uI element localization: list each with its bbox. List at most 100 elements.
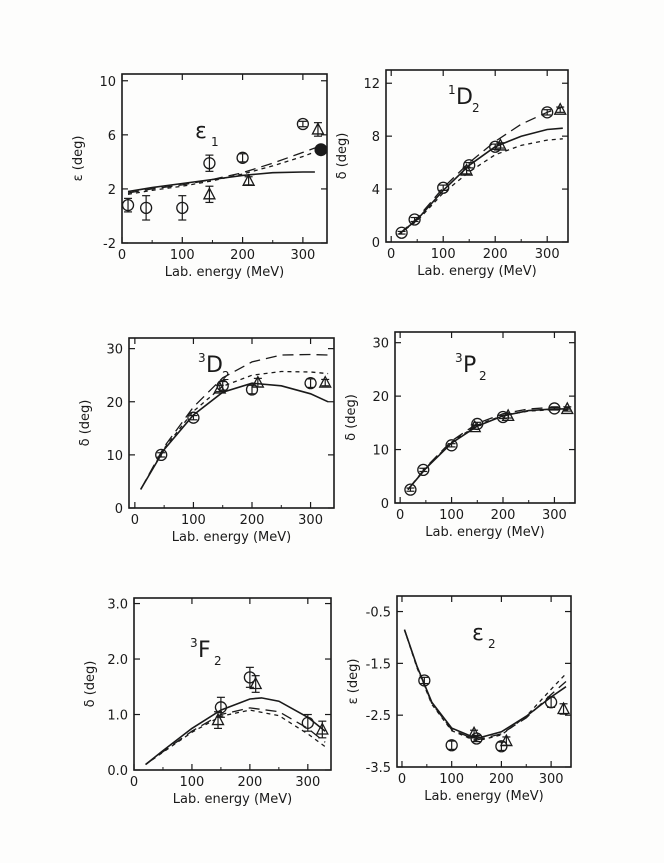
y-tick-label: 0 bbox=[381, 497, 389, 512]
y-tick-label: 10 bbox=[99, 75, 116, 90]
y-axis-label: δ (deg) bbox=[344, 394, 359, 441]
curve-short-dashed bbox=[146, 710, 326, 764]
x-tick-label: 0 bbox=[396, 508, 404, 523]
curve-long-dashed bbox=[408, 407, 570, 489]
y-tick-label: 1.0 bbox=[107, 709, 128, 724]
title-subscript: 2 bbox=[472, 101, 480, 115]
panel-4: 0 100 200 300 0 10 20 30 Lab. energy (MeV) δ (deg… bbox=[344, 332, 575, 540]
x-axis-label: Lab. energy (MeV) bbox=[173, 792, 292, 807]
panel-title: F bbox=[198, 638, 211, 663]
curve-solid bbox=[141, 383, 328, 489]
panel-5: 0 100 200 300 0.0 1.0 2.0 3.0 Lab. energy (MeV) δ… bbox=[83, 598, 331, 807]
y-tick-label: 0.0 bbox=[107, 764, 128, 779]
y-tick-label: 12 bbox=[363, 77, 380, 92]
x-tick-label: 200 bbox=[237, 775, 262, 790]
y-tick-label: 0 bbox=[372, 236, 380, 251]
x-tick-label: 100 bbox=[439, 772, 464, 787]
curve-long-dashed bbox=[405, 630, 567, 740]
x-tick-label: 0 bbox=[387, 247, 395, 262]
y-tick-label: 30 bbox=[106, 343, 123, 358]
panel-2: 0 100 200 30004812Lab. energy (MeV)δ (deg)1… bbox=[335, 70, 568, 279]
panel-title: P bbox=[463, 353, 476, 378]
x-tick-label: 100 bbox=[431, 247, 456, 262]
title-superscript: 1 bbox=[448, 83, 456, 97]
y-tick-label: -0.5 bbox=[366, 606, 391, 621]
y-axis-label: ε (deg) bbox=[71, 136, 86, 182]
x-tick-label: 200 bbox=[491, 508, 516, 523]
x-tick-label: 200 bbox=[240, 513, 265, 528]
panel-title: D bbox=[456, 85, 473, 110]
title-subscript: 2 bbox=[479, 369, 487, 383]
title-subscript: 2 bbox=[214, 654, 222, 668]
x-tick-label: 100 bbox=[170, 248, 195, 263]
curve-long-dashed bbox=[146, 708, 326, 765]
x-tick-label: 0 bbox=[130, 775, 138, 790]
curve-long-dashed bbox=[128, 146, 321, 193]
x-axis-label: Lab. energy (MeV) bbox=[165, 265, 284, 280]
x-tick-label: 300 bbox=[295, 775, 320, 790]
y-tick-label: 3.0 bbox=[107, 598, 128, 613]
y-tick-label: 2 bbox=[108, 183, 116, 198]
x-tick-label: 200 bbox=[483, 247, 508, 262]
panel-6: 0 100 200 300 -3.5 -2.5 -1.5 -0.5 Lab. energy (M… bbox=[346, 596, 571, 804]
curve-long-dashed bbox=[399, 107, 563, 234]
x-tick-label: 0 bbox=[118, 248, 126, 263]
y-tick-label: 20 bbox=[106, 396, 123, 411]
title-subscript: 2 bbox=[488, 637, 496, 651]
plot-frame bbox=[122, 74, 327, 243]
y-axis-label: δ (deg) bbox=[335, 133, 350, 180]
y-tick-label: 6 bbox=[108, 129, 116, 144]
phase-shift-figure: 0 100 200 300-22610Lab. energy (MeV)ε (deg)… bbox=[0, 0, 664, 859]
y-tick-label: 10 bbox=[372, 444, 389, 459]
y-tick-label: 8 bbox=[372, 130, 380, 145]
y-tick-label: -2 bbox=[103, 237, 116, 252]
curve-solid bbox=[146, 698, 326, 765]
x-axis-label: Lab. energy (MeV) bbox=[417, 264, 536, 279]
plot-frame bbox=[395, 332, 575, 503]
curve-solid bbox=[128, 172, 315, 192]
data-point-filled-circle bbox=[315, 144, 327, 156]
plot-frame bbox=[129, 338, 334, 508]
title-subscript: 1 bbox=[211, 135, 219, 149]
y-tick-label: 30 bbox=[372, 337, 389, 352]
title-superscript: 3 bbox=[198, 351, 206, 365]
x-tick-label: 300 bbox=[290, 248, 315, 263]
curve-long-dashed bbox=[141, 355, 328, 490]
y-tick-label: 0 bbox=[115, 502, 123, 517]
x-axis-label: Lab. energy (MeV) bbox=[172, 530, 291, 545]
x-tick-label: 0 bbox=[131, 513, 139, 528]
y-axis-label: δ (deg) bbox=[78, 400, 93, 447]
y-tick-label: -2.5 bbox=[366, 709, 391, 724]
x-tick-label: 300 bbox=[535, 247, 560, 262]
x-tick-label: 100 bbox=[180, 775, 205, 790]
panel-1: 0 100 200 300 -2 2 6 10 Lab. energy (MeV) ε (deg)… bbox=[71, 74, 327, 280]
panel-title: ε bbox=[195, 119, 207, 144]
figure-page: 0 100 200 300 -2 2 6 10 Lab. energy (MeV) ε (deg)… bbox=[0, 0, 664, 859]
y-axis-label: δ (deg) bbox=[83, 661, 98, 708]
title-superscript: 3 bbox=[455, 351, 463, 365]
y-tick-label: 2.0 bbox=[107, 653, 128, 668]
x-axis-label: Lab. energy (MeV) bbox=[424, 789, 543, 804]
curve-short-dashed bbox=[405, 630, 567, 741]
y-tick-label: -3.5 bbox=[366, 761, 391, 776]
x-tick-label: 300 bbox=[298, 513, 323, 528]
x-tick-label: 100 bbox=[181, 513, 206, 528]
plot-frame bbox=[134, 598, 331, 770]
curve-short-dashed bbox=[399, 139, 563, 234]
x-tick-label: 0 bbox=[398, 772, 406, 787]
x-tick-label: 200 bbox=[489, 772, 514, 787]
y-tick-label: -1.5 bbox=[366, 657, 391, 672]
y-tick-label: 10 bbox=[106, 449, 123, 464]
x-tick-label: 300 bbox=[542, 508, 567, 523]
y-tick-label: 4 bbox=[372, 183, 380, 198]
curve-solid bbox=[399, 128, 563, 234]
x-tick-label: 100 bbox=[439, 508, 464, 523]
x-tick-label: 200 bbox=[230, 248, 255, 263]
y-tick-label: 20 bbox=[372, 390, 389, 405]
panel-3: 0 100 200 300 0 10 20 30 Lab. energy (MeV) δ (deg… bbox=[78, 338, 334, 545]
x-axis-label: Lab. energy (MeV) bbox=[425, 525, 544, 540]
panel-title: D bbox=[206, 353, 223, 378]
x-tick-label: 300 bbox=[539, 772, 564, 787]
panel-title: ε bbox=[472, 621, 484, 646]
y-axis-label: ε (deg) bbox=[346, 659, 361, 705]
